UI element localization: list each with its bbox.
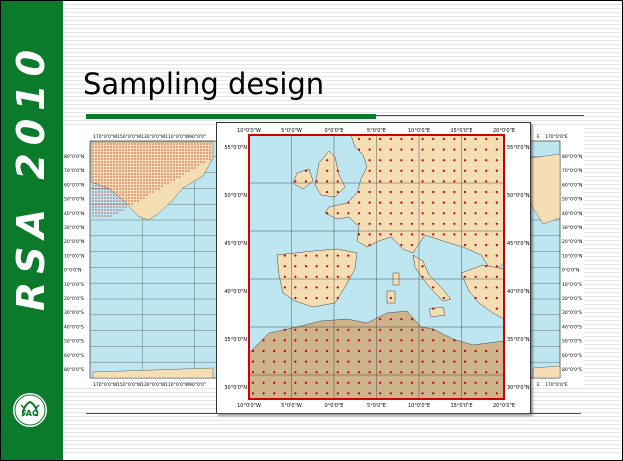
eu-lon-label: 0°0'0"E xyxy=(325,128,344,134)
europe-map: 10°0'0"W 5°0'0"W 0°0'0"E 5°0'0"E 10°0'0"E 15°… xyxy=(216,122,531,414)
world-lon-label: 90°0'0" xyxy=(189,382,206,388)
world-lon-label: 170°0'0"E xyxy=(545,382,568,388)
eu-lon-label: 10°0'0"W xyxy=(237,403,261,409)
world-lat-label: 0°0'0"N xyxy=(64,268,82,274)
world-lat-label: 30°0'0"S xyxy=(562,310,582,316)
world-lat-label: 50°0'0"N xyxy=(64,197,84,203)
eu-lon-label: 10°0'0"W xyxy=(237,128,261,134)
world-lat-label: 30°0'0"N xyxy=(64,225,84,231)
eu-lon-label: 15°0'0"E xyxy=(450,128,472,134)
world-lon-label: E xyxy=(537,134,540,140)
eu-lon-label: 5°0'0"W xyxy=(281,403,302,409)
world-lon-label: 170°0'0"E xyxy=(545,134,568,140)
eu-lat-label: 50°0'0"N xyxy=(224,193,247,199)
eu-lat-label: 30°0'0"N xyxy=(507,385,530,391)
brand-text: RSA 2010 xyxy=(9,41,53,311)
eu-lon-label: 10°0'0"E xyxy=(408,128,430,134)
eu-lat-label: 40°0'0"N xyxy=(507,289,530,295)
map-frame xyxy=(248,134,505,400)
eu-lat-label: 50°0'0"N xyxy=(507,193,530,199)
world-lat-label: 30°0'0"S xyxy=(64,310,84,316)
fao-logo-icon: FAO xyxy=(13,393,47,427)
world-lat-label: 80°0'0"N xyxy=(64,154,84,160)
world-lat-label: 80°0'0"S xyxy=(64,367,84,373)
world-lat-label: 40°0'0"N xyxy=(64,211,84,217)
world-lat-label: 80°0'0"S xyxy=(562,367,582,373)
svg-text:FAO: FAO xyxy=(21,409,39,418)
world-lon-label: 170°0'0"W xyxy=(93,382,118,388)
world-lat-label: 60°0'0"N xyxy=(562,182,582,188)
eu-lat-label: 35°0'0"N xyxy=(224,337,247,343)
world-lat-label: 70°0'0"N xyxy=(562,168,582,174)
world-lon-label: 90°0'0" xyxy=(189,134,206,140)
eu-lat-label: 45°0'0"N xyxy=(507,241,530,247)
eu-lon-label: 20°0'0"E xyxy=(493,403,515,409)
eu-lat-label: 40°0'0"N xyxy=(224,289,247,295)
eu-lon-label: 20°0'0"E xyxy=(493,128,515,134)
world-lat-label: 20°0'0"S xyxy=(64,296,84,302)
eu-lat-label: 35°0'0"N xyxy=(507,337,530,343)
world-lon-label: E xyxy=(537,382,540,388)
eu-lat-label: 55°0'0"N xyxy=(507,145,530,151)
world-lon-label: 150°0'0"W xyxy=(117,382,142,388)
world-lat-label: 70°0'0"N xyxy=(64,168,84,174)
world-lon-label: 110°0'0"W xyxy=(165,134,190,140)
world-lon-label: 110°0'0"W xyxy=(165,382,190,388)
eu-lat-label: 55°0'0"N xyxy=(224,145,247,151)
eu-lon-label: 5°0'0"W xyxy=(281,128,302,134)
world-lon-label: 130°0'0"W xyxy=(141,382,166,388)
world-lat-label: 20°0'0"S xyxy=(562,296,582,302)
eu-lat-label: 30°0'0"N xyxy=(224,385,247,391)
world-lat-label: 10°0'0"N xyxy=(64,253,84,259)
eu-lon-label: 10°0'0"E xyxy=(408,403,430,409)
title-underline xyxy=(86,114,376,119)
world-lon-label: 170°0'0"W xyxy=(93,134,118,140)
world-lat-label: 20°0'0"N xyxy=(64,239,84,245)
sidebar: RSA 2010 FAO xyxy=(1,1,63,460)
title-rule xyxy=(376,115,584,116)
world-lat-label: 30°0'0"N xyxy=(562,225,582,231)
world-lon-label: 130°0'0"W xyxy=(141,134,166,140)
world-lat-label: 10°0'0"N xyxy=(562,253,582,259)
world-lat-label: 50°0'0"N xyxy=(562,197,582,203)
world-lat-label: 60°0'0"S xyxy=(562,353,582,359)
world-lat-label: 50°0'0"S xyxy=(64,339,84,345)
world-lat-label: 40°0'0"S xyxy=(64,324,84,330)
sample-points xyxy=(251,137,498,395)
eu-lon-label: 15°0'0"E xyxy=(450,403,472,409)
world-lon-label: 150°0'0"W xyxy=(117,134,142,140)
world-lat-label: 20°0'0"N xyxy=(562,239,582,245)
eu-lat-label: 45°0'0"N xyxy=(224,241,247,247)
world-lat-label: 60°0'0"S xyxy=(64,353,84,359)
world-lat-label: 10°0'0"S xyxy=(562,282,582,288)
eu-lon-label: 0°0'0"E xyxy=(325,403,344,409)
world-lat-label: 40°0'0"N xyxy=(562,211,582,217)
bottom-rule xyxy=(86,413,581,414)
world-lat-label: 80°0'0"N xyxy=(562,154,582,160)
world-lat-label: 40°0'0"S xyxy=(562,324,582,330)
eu-lon-label: 5°0'0"E xyxy=(367,403,386,409)
eu-lon-label: 5°0'0"E xyxy=(367,128,386,134)
world-lat-label: 60°0'0"N xyxy=(64,182,84,188)
world-lat-label: 10°0'0"S xyxy=(64,282,84,288)
world-lat-label: 0°0'0"N xyxy=(562,268,580,274)
slide-title: Sampling design xyxy=(83,67,325,101)
world-lat-label: 50°0'0"S xyxy=(562,339,582,345)
